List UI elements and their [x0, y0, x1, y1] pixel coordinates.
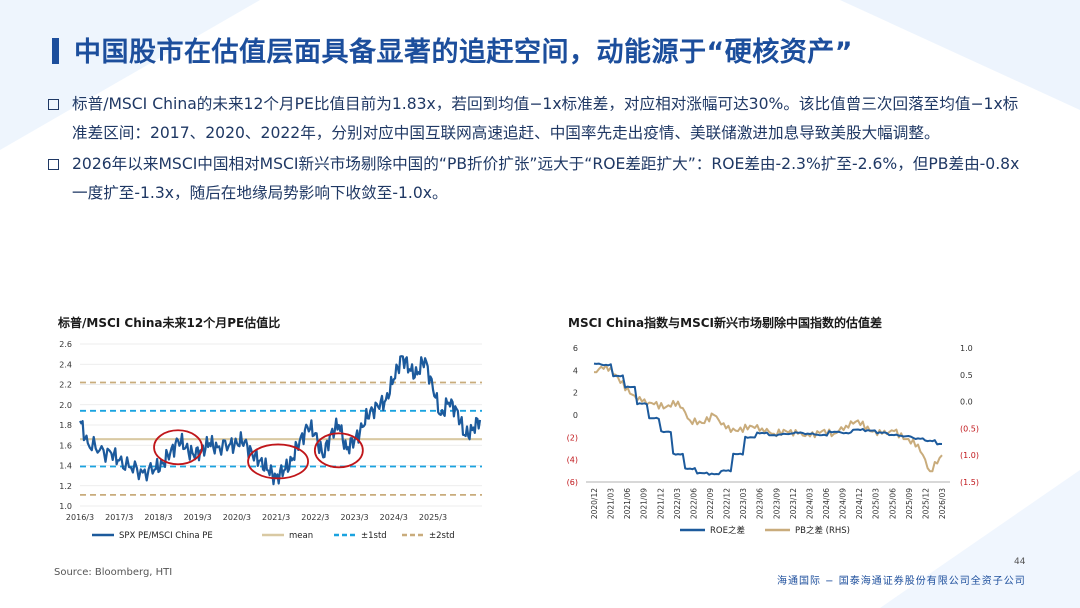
checkbox-bullet-icon: [48, 159, 59, 170]
x-tick-label: 2022/06: [689, 488, 698, 519]
valuation-gap-chart: 6 4 2 0 (2) (4) (6) 1.0 0.5 0.0 (0.5) (1.0) (1.5) 202…: [567, 344, 979, 536]
x-tick-label: 2024/09: [839, 488, 848, 519]
y2-tick-label: 0.0: [960, 398, 973, 407]
y2-tick-label: 0.5: [960, 371, 973, 380]
x-tick-label: 2022/09: [706, 488, 715, 519]
pb-gap-series-line: [593, 364, 943, 473]
page-title: 中国股市在估值层面具备显著的追赶空间，动能源于“硬核资产”: [74, 37, 853, 68]
y-tick-label: 1.4: [59, 462, 72, 471]
x-tick-label: 2024/03: [805, 488, 814, 519]
y-tick-label: (2): [567, 433, 578, 442]
page-number: 44: [1014, 557, 1026, 567]
y-tick-label: (4): [567, 456, 578, 465]
x-tick-label: 2025/09: [905, 488, 914, 519]
y-tick-label: 2: [573, 389, 578, 398]
x-tick-label: 2024/3: [380, 513, 408, 522]
company-footer: 海通国际 − 国泰海通证券股份有限公司全资子公司: [777, 576, 1026, 587]
x-tick-label: 2026/03: [938, 488, 947, 519]
x-tick-label: 2023/03: [739, 488, 748, 519]
legend-label: mean: [289, 531, 313, 541]
chart1-title: 标普/MSCI China未来12个月PE估值比: [58, 316, 281, 330]
bullet-text: 标普/MSCI China的未来12个月PE比值目前为1.83x，若回到均值−1…: [72, 95, 1019, 142]
roe-gap-series-line: [593, 362, 943, 476]
highlight-circle: [247, 443, 309, 480]
pe-ratio-series-line: [79, 355, 482, 486]
bullet-item: 2026年以来MSCI中国相对MSCI新兴市场剔除中国的“PB折价扩张”远大于“…: [46, 150, 1026, 208]
x-tick-label: 2023/3: [340, 513, 368, 522]
y-tick-label: 6: [573, 344, 578, 353]
x-tick-label: 2024/06: [822, 488, 831, 519]
y2-tick-label: (1.0): [960, 451, 979, 460]
x-tick-label: 2025/12: [921, 488, 930, 519]
y-tick-label: 1.0: [59, 502, 72, 511]
y-tick-label: 0: [573, 411, 578, 420]
checkbox-bullet-icon: [48, 99, 59, 110]
y-tick-label: 2.4: [59, 360, 72, 369]
x-tick-label: 2022/03: [673, 488, 682, 519]
y2-tick-label: (0.5): [960, 424, 979, 433]
x-tick-label: 2020/3: [223, 513, 251, 522]
legend-label: ROE之差: [710, 525, 745, 536]
legend-label: SPX PE/MSCI China PE: [119, 531, 213, 541]
x-tick-label: 2024/12: [855, 488, 864, 519]
y-tick-label: 1.2: [59, 482, 72, 491]
y-tick-label: 2.6: [59, 340, 72, 349]
y-tick-label: 2.0: [59, 401, 72, 410]
x-tick-label: 2021/09: [640, 488, 649, 519]
y-tick-label: 1.6: [59, 441, 72, 450]
x-tick-label: 2022/12: [723, 488, 732, 519]
x-tick-label: 2021/06: [623, 488, 632, 519]
x-tick-label: 2023/06: [756, 488, 765, 519]
y2-tick-label: 1.0: [960, 344, 973, 353]
y-tick-label: 2.2: [59, 381, 72, 390]
y-tick-label: 1.8: [59, 421, 72, 430]
bullet-list: 标普/MSCI China的未来12个月PE比值目前为1.83x，若回到均值−1…: [46, 90, 1026, 210]
bullet-item: 标普/MSCI China的未来12个月PE比值目前为1.83x，若回到均值−1…: [46, 90, 1026, 148]
highlight-circle: [153, 429, 203, 466]
x-tick-label: 2022/3: [301, 513, 329, 522]
bullet-text: 2026年以来MSCI中国相对MSCI新兴市场剔除中国的“PB折价扩张”远大于“…: [72, 155, 1020, 202]
x-tick-label: 2016/3: [66, 513, 94, 522]
title-accent-bar: [52, 38, 59, 64]
x-tick-label: 2021/03: [607, 488, 616, 519]
y2-tick-label: (1.5): [960, 478, 979, 487]
x-tick-label: 2023/12: [789, 488, 798, 519]
x-tick-label: 2025/3: [419, 513, 447, 522]
source-note: Source: Bloomberg, HTI: [54, 567, 173, 578]
y-tick-label: (6): [567, 478, 578, 487]
legend-label: ±2std: [429, 531, 455, 541]
legend-label: ±1std: [361, 531, 387, 541]
y-tick-label: 4: [573, 366, 578, 375]
x-tick-label: 2017/3: [105, 513, 133, 522]
pe-ratio-chart: 1.0 1.2 1.4 1.6 1.8 2.0 2.2 2.4 2.6 2016/3 2017/3 2…: [59, 340, 482, 541]
legend-label: PB之差 (RHS): [795, 525, 850, 536]
chart2-title: MSCI China指数与MSCI新兴市场剔除中国指数的估值差: [568, 316, 882, 330]
x-tick-label: 2023/09: [772, 488, 781, 519]
x-tick-label: 2025/03: [872, 488, 881, 519]
x-tick-label: 2021/3: [262, 513, 290, 522]
x-tick-label: 2018/3: [144, 513, 172, 522]
x-tick-label: 2020/12: [590, 488, 599, 519]
x-tick-label: 2021/12: [656, 488, 665, 519]
x-tick-label: 2019/3: [184, 513, 212, 522]
highlight-circle: [313, 432, 364, 469]
x-tick-label: 2025/06: [888, 488, 897, 519]
